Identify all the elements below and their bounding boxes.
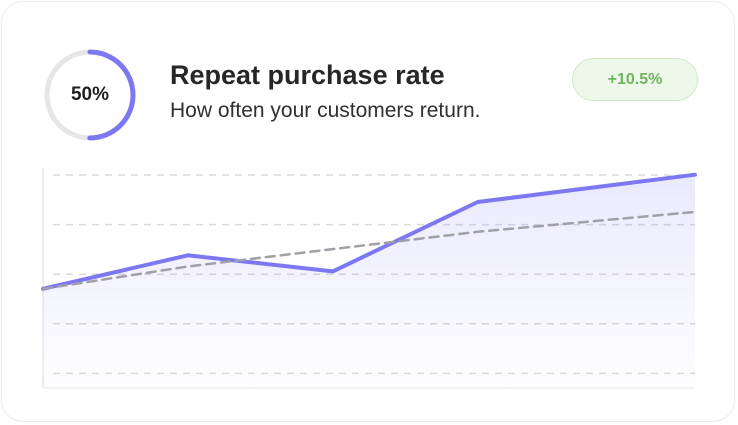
series-area-fill (43, 174, 695, 388)
gauge-ring (44, 49, 136, 141)
gauge-value: 50% (70, 84, 110, 105)
percentage-gauge: 50% (43, 48, 137, 142)
card-title: Repeat purchase rate (170, 60, 445, 90)
card-subtitle: How often your customers return. (170, 99, 481, 122)
gauge-progress (44, 49, 136, 141)
change-badge: +10.5% (572, 58, 698, 101)
